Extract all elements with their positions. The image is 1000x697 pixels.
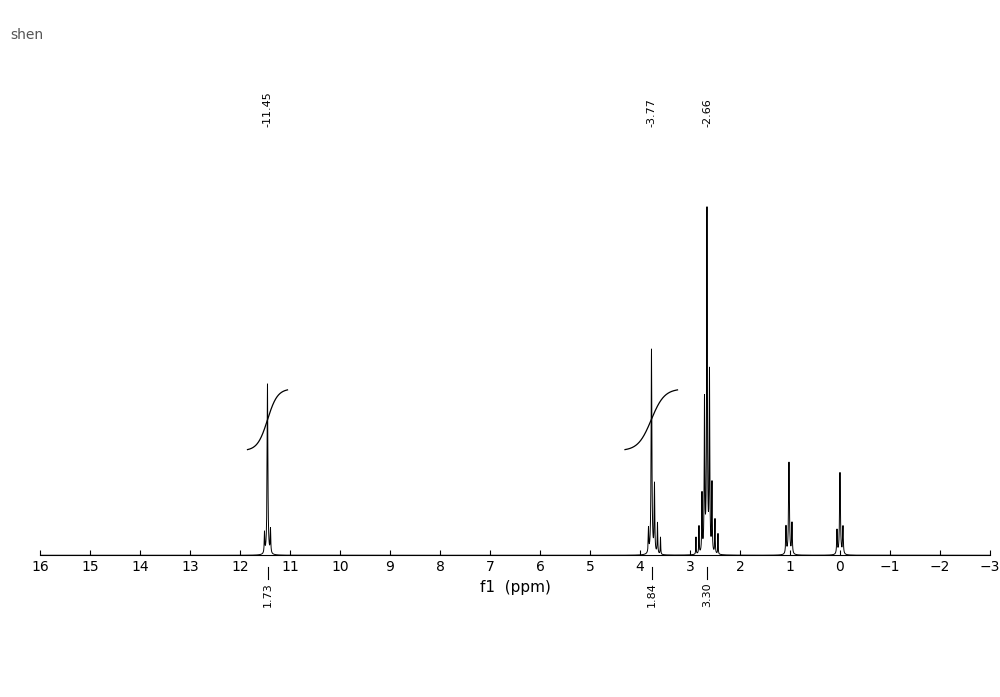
X-axis label: f1  (ppm): f1 (ppm) xyxy=(480,580,550,595)
Text: -2.66: -2.66 xyxy=(702,98,712,127)
Text: -3.77: -3.77 xyxy=(646,98,656,127)
Text: shen: shen xyxy=(10,28,43,42)
Text: 1.84: 1.84 xyxy=(646,583,656,607)
Text: 3.30: 3.30 xyxy=(702,583,712,607)
Text: -11.45: -11.45 xyxy=(262,91,272,127)
Text: 1.73: 1.73 xyxy=(262,583,272,607)
